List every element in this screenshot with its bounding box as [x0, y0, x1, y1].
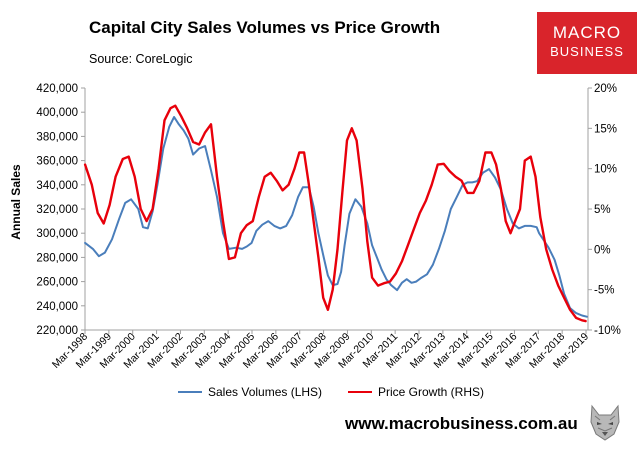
y-tick-right-label: -5% [594, 285, 614, 297]
y-tick-left-label: 280,000 [36, 252, 78, 264]
y-tick-left-label: 380,000 [36, 131, 78, 143]
wolf-logo-icon [590, 404, 620, 441]
series-line-sales-volumes [84, 116, 588, 318]
y-tick-left-label: 420,000 [36, 83, 78, 95]
series-line-price-growth [83, 104, 587, 323]
y-tick-right-label: -10% [594, 325, 621, 337]
y-tick-right-label: 15% [594, 123, 617, 135]
y-tick-left-label: 220,000 [36, 325, 78, 337]
y-tick-left-label: 260,000 [36, 277, 78, 289]
chart-title: Capital City Sales Volumes vs Price Grow… [89, 18, 441, 37]
legend-label-price: Price Growth (RHS) [378, 385, 485, 399]
logo-line-business: BUSINESS [550, 44, 624, 59]
legend-swatch-sales [178, 391, 202, 393]
y-tick-left-label: 360,000 [36, 156, 78, 168]
y-tick-right-label: 20% [594, 83, 617, 95]
legend-swatch-price [348, 391, 372, 393]
website-url: www.macrobusiness.com.au [345, 414, 578, 433]
y-tick-right-label: 0% [594, 244, 611, 256]
y-tick-left-label: 300,000 [36, 228, 78, 240]
legend-label-sales: Sales Volumes (LHS) [208, 385, 323, 399]
legend-item-sales: Sales Volumes (LHS) [178, 385, 322, 399]
legend-item-price: Price Growth (RHS) [348, 385, 484, 399]
chart-subtitle: Source: CoreLogic [89, 52, 193, 66]
y-tick-right-label: 10% [594, 164, 617, 176]
y-axis-left-label: Annual Sales [9, 164, 23, 240]
y-tick-left-label: 400,000 [36, 107, 78, 119]
y-tick-left-label: 340,000 [36, 180, 78, 192]
y-tick-right-label: 5% [594, 204, 611, 216]
y-tick-left-label: 320,000 [36, 204, 78, 216]
macrobusiness-logo: MACRO BUSINESS [537, 12, 637, 74]
logo-line-macro: MACRO [552, 23, 622, 42]
y-tick-left-label: 240,000 [36, 301, 78, 313]
